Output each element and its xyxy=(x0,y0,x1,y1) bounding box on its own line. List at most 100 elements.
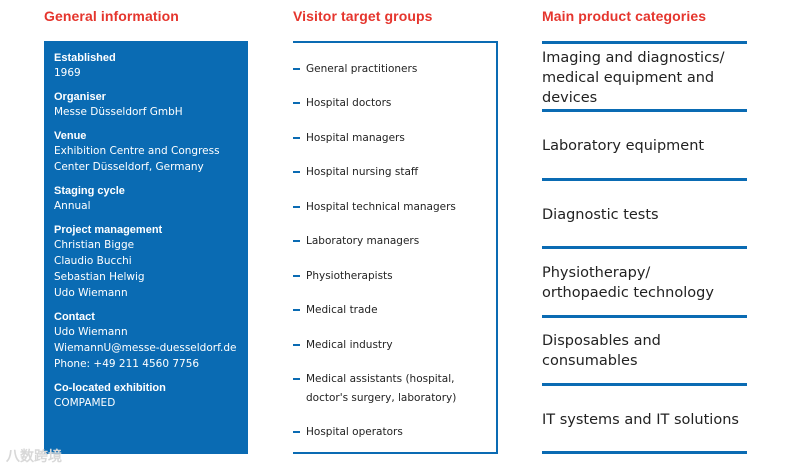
established-value: 1969 xyxy=(54,67,81,79)
visitor-group-label: Hospital technical managers xyxy=(306,198,456,217)
product-category-line: Disposables and xyxy=(542,333,661,349)
project-manager-name: Claudio Bucchi xyxy=(54,255,132,267)
visitor-group-line: Medical industry xyxy=(306,339,393,351)
visitor-group-line: Hospital technical managers xyxy=(306,201,456,213)
dash-bullet-icon xyxy=(293,206,300,208)
visitor-group-label: Hospital managers xyxy=(306,129,405,148)
product-category-item: Disposables and consumables xyxy=(542,331,747,371)
product-category-line: Imaging and diagnostics/ xyxy=(542,50,725,66)
general-information-panel: Established 1969 Organiser Messe Düsseld… xyxy=(44,41,248,454)
dash-bullet-icon xyxy=(293,275,300,277)
visitor-group-item: Hospital doctors xyxy=(293,94,391,113)
product-category-item: IT systems and IT solutions xyxy=(542,410,747,430)
category-divider xyxy=(542,451,747,454)
project-manager-name: Christian Bigge xyxy=(54,239,135,251)
product-category-line: Laboratory equipment xyxy=(542,138,705,154)
visitor-group-item: Medical assistants (hospital, doctor's su… xyxy=(293,370,456,408)
dash-bullet-icon xyxy=(293,240,300,242)
product-category-item: Diagnostic tests xyxy=(542,205,747,225)
category-divider xyxy=(542,178,747,181)
established-section: Established 1969 xyxy=(54,51,248,81)
dash-bullet-icon xyxy=(293,431,300,433)
project-management-section: Project management Christian Bigge Claud… xyxy=(54,223,248,301)
contact-name: Udo Wiemann xyxy=(54,326,128,338)
visitor-group-label: Physiotherapists xyxy=(306,267,393,286)
product-category-line: Diagnostic tests xyxy=(542,207,659,223)
dash-bullet-icon xyxy=(293,68,300,70)
organiser-section: Organiser Messe Düsseldorf GmbH xyxy=(54,90,248,120)
visitor-group-line: Hospital nursing staff xyxy=(306,166,419,178)
visitor-group-label: Laboratory managers xyxy=(306,232,419,251)
contact-phone: Phone: +49 211 4560 7756 xyxy=(54,358,200,370)
dash-bullet-icon xyxy=(293,378,300,380)
visitor-group-item: Hospital operators xyxy=(293,423,403,442)
visitor-group-line: Hospital managers xyxy=(306,132,405,144)
visitor-group-item: General practitioners xyxy=(293,60,417,79)
visitor-group-item: Hospital technical managers xyxy=(293,198,456,217)
venue-section: Venue Exhibition Centre and Congress Cen… xyxy=(54,129,248,175)
organiser-value: Messe Düsseldorf GmbH xyxy=(54,106,183,118)
co-located-exhibition-label: Co-located exhibition xyxy=(54,382,166,394)
watermark-text: 八数跨境 xyxy=(6,449,62,465)
contact-label: Contact xyxy=(54,311,95,323)
staging-cycle-label: Staging cycle xyxy=(54,185,125,197)
dash-bullet-icon xyxy=(293,344,300,346)
venue-label: Venue xyxy=(54,130,87,142)
project-manager-name: Sebastian Helwig xyxy=(54,271,145,283)
category-divider xyxy=(542,109,747,112)
venue-line: Center Düsseldorf, Germany xyxy=(54,161,204,173)
visitor-group-line: Laboratory managers xyxy=(306,235,420,247)
project-management-label: Project management xyxy=(54,224,163,236)
visitor-group-label: Hospital doctors xyxy=(306,94,391,113)
venue-line: Exhibition Centre and Congress xyxy=(54,145,220,157)
visitor-group-label: Medical trade xyxy=(306,301,378,320)
visitor-group-line: Medical assistants (hospital, xyxy=(306,373,455,385)
visitor-group-line: Hospital doctors xyxy=(306,97,392,109)
product-category-item: Imaging and diagnostics/medical equipmen… xyxy=(542,48,747,108)
staging-cycle-value: Annual xyxy=(54,200,91,212)
visitor-group-item: Medical industry xyxy=(293,336,393,355)
dash-bullet-icon xyxy=(293,137,300,139)
project-manager-name: Udo Wiemann xyxy=(54,287,128,299)
category-divider xyxy=(542,246,747,249)
product-category-line: medical equipment and xyxy=(542,70,715,86)
category-divider xyxy=(542,41,747,44)
category-divider xyxy=(542,315,747,318)
category-divider xyxy=(542,383,747,386)
visitor-group-line: Medical trade xyxy=(306,304,378,316)
product-category-item: Laboratory equipment xyxy=(542,136,747,156)
visitor-target-groups-panel: General practitioners Hospital doctors Hos… xyxy=(293,41,498,454)
contact-email-link[interactable]: WiemannU@messe-duesseldorf.de xyxy=(54,342,237,354)
visitor-target-groups-heading: Visitor target groups xyxy=(293,8,433,24)
visitor-group-item: Medical trade xyxy=(293,301,378,320)
visitor-group-item: Laboratory managers xyxy=(293,232,419,251)
visitor-group-line: Physiotherapists xyxy=(306,270,393,282)
main-product-categories-heading: Main product categories xyxy=(542,8,707,24)
co-located-exhibition-section: Co-located exhibition COMPAMED xyxy=(54,381,248,411)
product-category-line: Physiotherapy/ xyxy=(542,265,651,281)
product-category-item: Physiotherapy/orthopaedic technology xyxy=(542,263,747,303)
dash-bullet-icon xyxy=(293,171,300,173)
visitor-group-line: General practitioners xyxy=(306,63,418,75)
dash-bullet-icon xyxy=(293,102,300,104)
dash-bullet-icon xyxy=(293,309,300,311)
product-category-line: IT systems and IT solutions xyxy=(542,412,739,428)
visitor-group-item: Hospital nursing staff xyxy=(293,163,418,182)
visitor-group-line: doctor's surgery, laboratory) xyxy=(306,392,457,404)
visitor-group-label: Hospital nursing staff xyxy=(306,163,418,182)
visitor-group-item: Hospital managers xyxy=(293,129,405,148)
organiser-label: Organiser xyxy=(54,91,106,103)
visitor-group-item: Physiotherapists xyxy=(293,267,393,286)
visitor-group-label: General practitioners xyxy=(306,60,417,79)
co-located-exhibition-value: COMPAMED xyxy=(54,397,116,409)
visitor-group-label: Hospital operators xyxy=(306,423,403,442)
general-information-heading: General information xyxy=(44,8,179,24)
visitor-group-line: Hospital operators xyxy=(306,426,403,438)
visitor-group-label: Medical industry xyxy=(306,336,393,355)
product-category-line: devices xyxy=(542,90,598,106)
product-category-line: consumables xyxy=(542,353,638,369)
contact-section: Contact Udo Wiemann WiemannU@messe-duess… xyxy=(54,310,248,372)
visitor-group-label: Medical assistants (hospital, doctor's su… xyxy=(306,370,456,408)
product-category-line: orthopaedic technology xyxy=(542,285,714,301)
established-label: Established xyxy=(54,52,116,64)
